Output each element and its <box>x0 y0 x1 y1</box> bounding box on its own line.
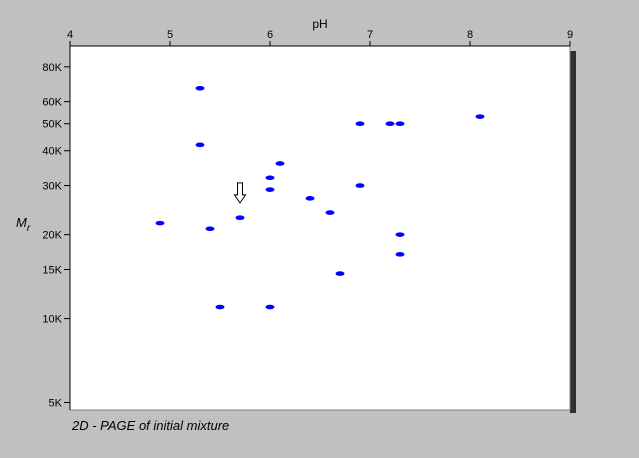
y-tick-label: 40K <box>42 146 62 158</box>
data-point <box>355 183 365 188</box>
x-tick-label: 9 <box>567 29 573 41</box>
x-tick-label: 7 <box>367 29 373 41</box>
data-points <box>155 85 485 310</box>
plot-area <box>69 45 571 411</box>
data-point <box>215 304 225 310</box>
y-tick-label: 50K <box>42 119 62 131</box>
y-tick-label: 5K <box>49 398 63 410</box>
y-axis-label-sub: r <box>27 223 31 234</box>
x-axis-label: pH <box>312 17 327 31</box>
data-point <box>155 220 165 226</box>
data-point <box>305 196 315 201</box>
plot-shadow <box>570 51 576 413</box>
y-tick-label: 20K <box>42 230 62 242</box>
data-point <box>385 121 395 127</box>
y-tick-label: 30K <box>42 181 62 193</box>
data-point <box>355 121 365 127</box>
data-point <box>395 252 405 257</box>
data-point <box>395 121 405 127</box>
data-point <box>265 187 275 192</box>
arrow-marker <box>233 182 247 204</box>
x-axis-ticks: 4 5 6 7 8 9 <box>67 29 573 46</box>
data-point <box>235 215 245 221</box>
data-point <box>195 142 205 148</box>
y-tick-label: 80K <box>42 62 62 74</box>
y-axis-label-main: M <box>16 215 27 230</box>
data-point <box>395 232 405 237</box>
data-point <box>475 114 485 119</box>
data-point <box>195 85 205 91</box>
x-tick-label: 6 <box>267 29 273 41</box>
y-tick-label: 60K <box>42 97 62 109</box>
arrow-icon <box>233 182 247 204</box>
y-axis-ticks: 80K 60K 50K 40K 30K 20K 15K 10K 5K <box>42 62 70 410</box>
y-tick-label: 10K <box>42 314 62 326</box>
x-tick-label: 4 <box>67 29 73 41</box>
data-point <box>265 175 275 181</box>
data-point <box>265 304 275 310</box>
y-axis-label: Mr <box>16 215 31 234</box>
data-point <box>325 210 335 215</box>
y-tick-label: 15K <box>42 264 62 276</box>
x-tick-label: 8 <box>467 29 473 41</box>
data-point <box>335 271 345 276</box>
x-tick-label: 5 <box>167 29 173 41</box>
data-point <box>275 161 285 166</box>
figure-caption: 2D - PAGE of initial mixture <box>72 418 230 433</box>
data-point <box>205 226 215 232</box>
